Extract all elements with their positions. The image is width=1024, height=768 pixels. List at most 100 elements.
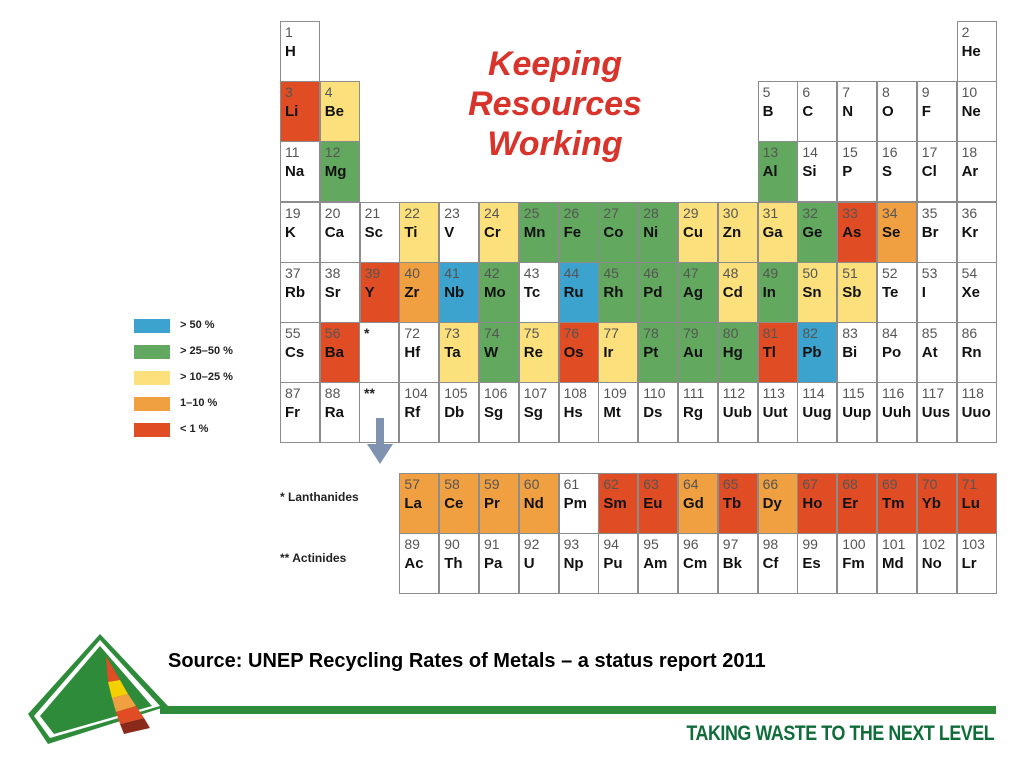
element-cell-uuo: 118 Uuo: [956, 382, 997, 444]
atomic-number: 11: [285, 144, 300, 161]
element-cell-uub: 112 Uub: [717, 382, 758, 444]
element-symbol: Se: [882, 223, 901, 241]
atomic-number: 29: [683, 204, 699, 221]
element-cell-br: 35 Br: [916, 201, 957, 263]
element-symbol: Hf: [404, 344, 421, 361]
down-arrow-icon: [367, 418, 393, 464]
atomic-number: 116: [882, 385, 905, 402]
element-symbol: Cu: [683, 223, 703, 241]
atomic-number: 30: [722, 204, 739, 221]
atomic-number: 2: [961, 24, 970, 40]
element-symbol: Pt: [643, 344, 659, 361]
element-cell-be: 4 Be: [319, 81, 360, 143]
element-symbol: Os: [563, 344, 584, 361]
atomic-number: 4: [324, 84, 333, 101]
element-cell-cs: 55 Cs: [280, 322, 320, 383]
element-symbol: Ga: [762, 223, 783, 241]
element-symbol: Bi: [842, 344, 858, 361]
legend-label: 1–10 %: [180, 397, 218, 409]
atomic-number: 18: [961, 144, 978, 161]
tagline: TAKING WASTE TO THE NEXT LEVEL: [686, 722, 994, 745]
element-cell-au: 79 Au: [678, 322, 718, 383]
element-symbol: Br: [921, 223, 939, 241]
element-symbol: Be: [324, 103, 344, 121]
element-symbol: Nb: [444, 283, 465, 301]
element-symbol: Y: [364, 283, 375, 301]
atomic-number: 59: [484, 476, 500, 492]
atomic-number: 56: [324, 325, 341, 341]
footer-bar: [160, 706, 996, 714]
atomic-number: 89: [404, 536, 420, 552]
element-cell-pb: 82 Pb: [797, 322, 838, 383]
element-cell-bk: 97 Bk: [717, 533, 758, 594]
element-symbol: No: [921, 555, 942, 572]
element-cell-md: 101 Md: [877, 533, 917, 594]
legend-label: > 10–25 %: [180, 371, 233, 383]
element-symbol: Fr: [285, 404, 300, 422]
atomic-number: 45: [603, 264, 619, 281]
element-cell-mo: 42 Mo: [479, 261, 519, 323]
element-symbol: Ti: [404, 223, 418, 241]
atomic-number: 43: [523, 264, 540, 281]
atomic-number: 57: [404, 476, 420, 492]
element-cell-k: 19 K: [280, 201, 320, 263]
element-cell-am: 95 Am: [638, 533, 679, 594]
atomic-number: 92: [523, 536, 540, 552]
element-cell-nd: 60 Nd: [518, 473, 559, 534]
element-symbol: Ir: [603, 344, 614, 361]
atomic-number: 33: [842, 204, 858, 221]
element-cell-es: 99 Es: [797, 533, 838, 594]
element-symbol: Sn: [802, 283, 822, 301]
element-symbol: Po: [882, 344, 902, 361]
element-symbol: Uuo: [961, 404, 991, 422]
element-cell-fr: 87 Fr: [280, 382, 320, 444]
element-symbol: Rb: [285, 283, 305, 301]
element-cell-la: 57 La: [399, 473, 440, 534]
element-symbol: Al: [762, 163, 778, 181]
element-cell-ac: 89 Ac: [399, 533, 440, 594]
atomic-number: 101: [882, 536, 906, 552]
element-cell-in: 49 In: [757, 261, 798, 323]
atomic-number: 95: [643, 536, 659, 552]
element-cell-re: 75 Re: [518, 322, 559, 383]
atomic-number: 17: [921, 144, 938, 161]
atomic-number: 103: [961, 536, 985, 552]
atomic-number: 80: [722, 325, 739, 341]
atomic-number: 24: [484, 204, 500, 221]
element-cell-po: 84 Po: [877, 322, 917, 383]
element-cell-s: 16 S: [877, 141, 917, 203]
element-cell-ag: 47 Ag: [678, 261, 718, 323]
atomic-number: 68: [842, 476, 858, 492]
element-symbol: Tm: [882, 495, 905, 512]
atomic-number: 12: [324, 144, 341, 161]
element-symbol: Uus: [921, 404, 951, 422]
atomic-number: 84: [882, 325, 898, 341]
lanthanide-placeholder-cell: *: [359, 322, 399, 383]
atomic-number: 72: [404, 325, 420, 341]
element-cell-xe: 54 Xe: [956, 261, 997, 323]
element-symbol: Sg: [484, 404, 504, 422]
element-cell-pd: 46 Pd: [638, 261, 679, 323]
element-cell-si: 14 Si: [797, 141, 838, 203]
atomic-number: 81: [762, 325, 779, 341]
element-cell-uus: 117 Uus: [916, 382, 957, 444]
element-cell-mt: 109 Mt: [598, 382, 639, 444]
element-symbol: Ho: [802, 495, 823, 512]
atomic-number: 41: [444, 264, 460, 281]
element-cell-he: 2 He: [956, 21, 997, 82]
atomic-number: 35: [921, 204, 938, 221]
atomic-number: 69: [882, 476, 898, 492]
atomic-number: 32: [802, 204, 818, 221]
atomic-number: 22: [404, 204, 420, 221]
element-cell-lr: 103 Lr: [956, 533, 997, 594]
element-symbol: Tc: [523, 283, 541, 301]
element-cell-kr: 36 Kr: [956, 201, 997, 263]
legend-label: < 1 %: [180, 423, 209, 435]
element-symbol: Cs: [285, 344, 305, 361]
atomic-number: 36: [961, 204, 978, 221]
element-cell-cf: 98 Cf: [757, 533, 798, 594]
element-cell-rg: 111 Rg: [678, 382, 718, 444]
